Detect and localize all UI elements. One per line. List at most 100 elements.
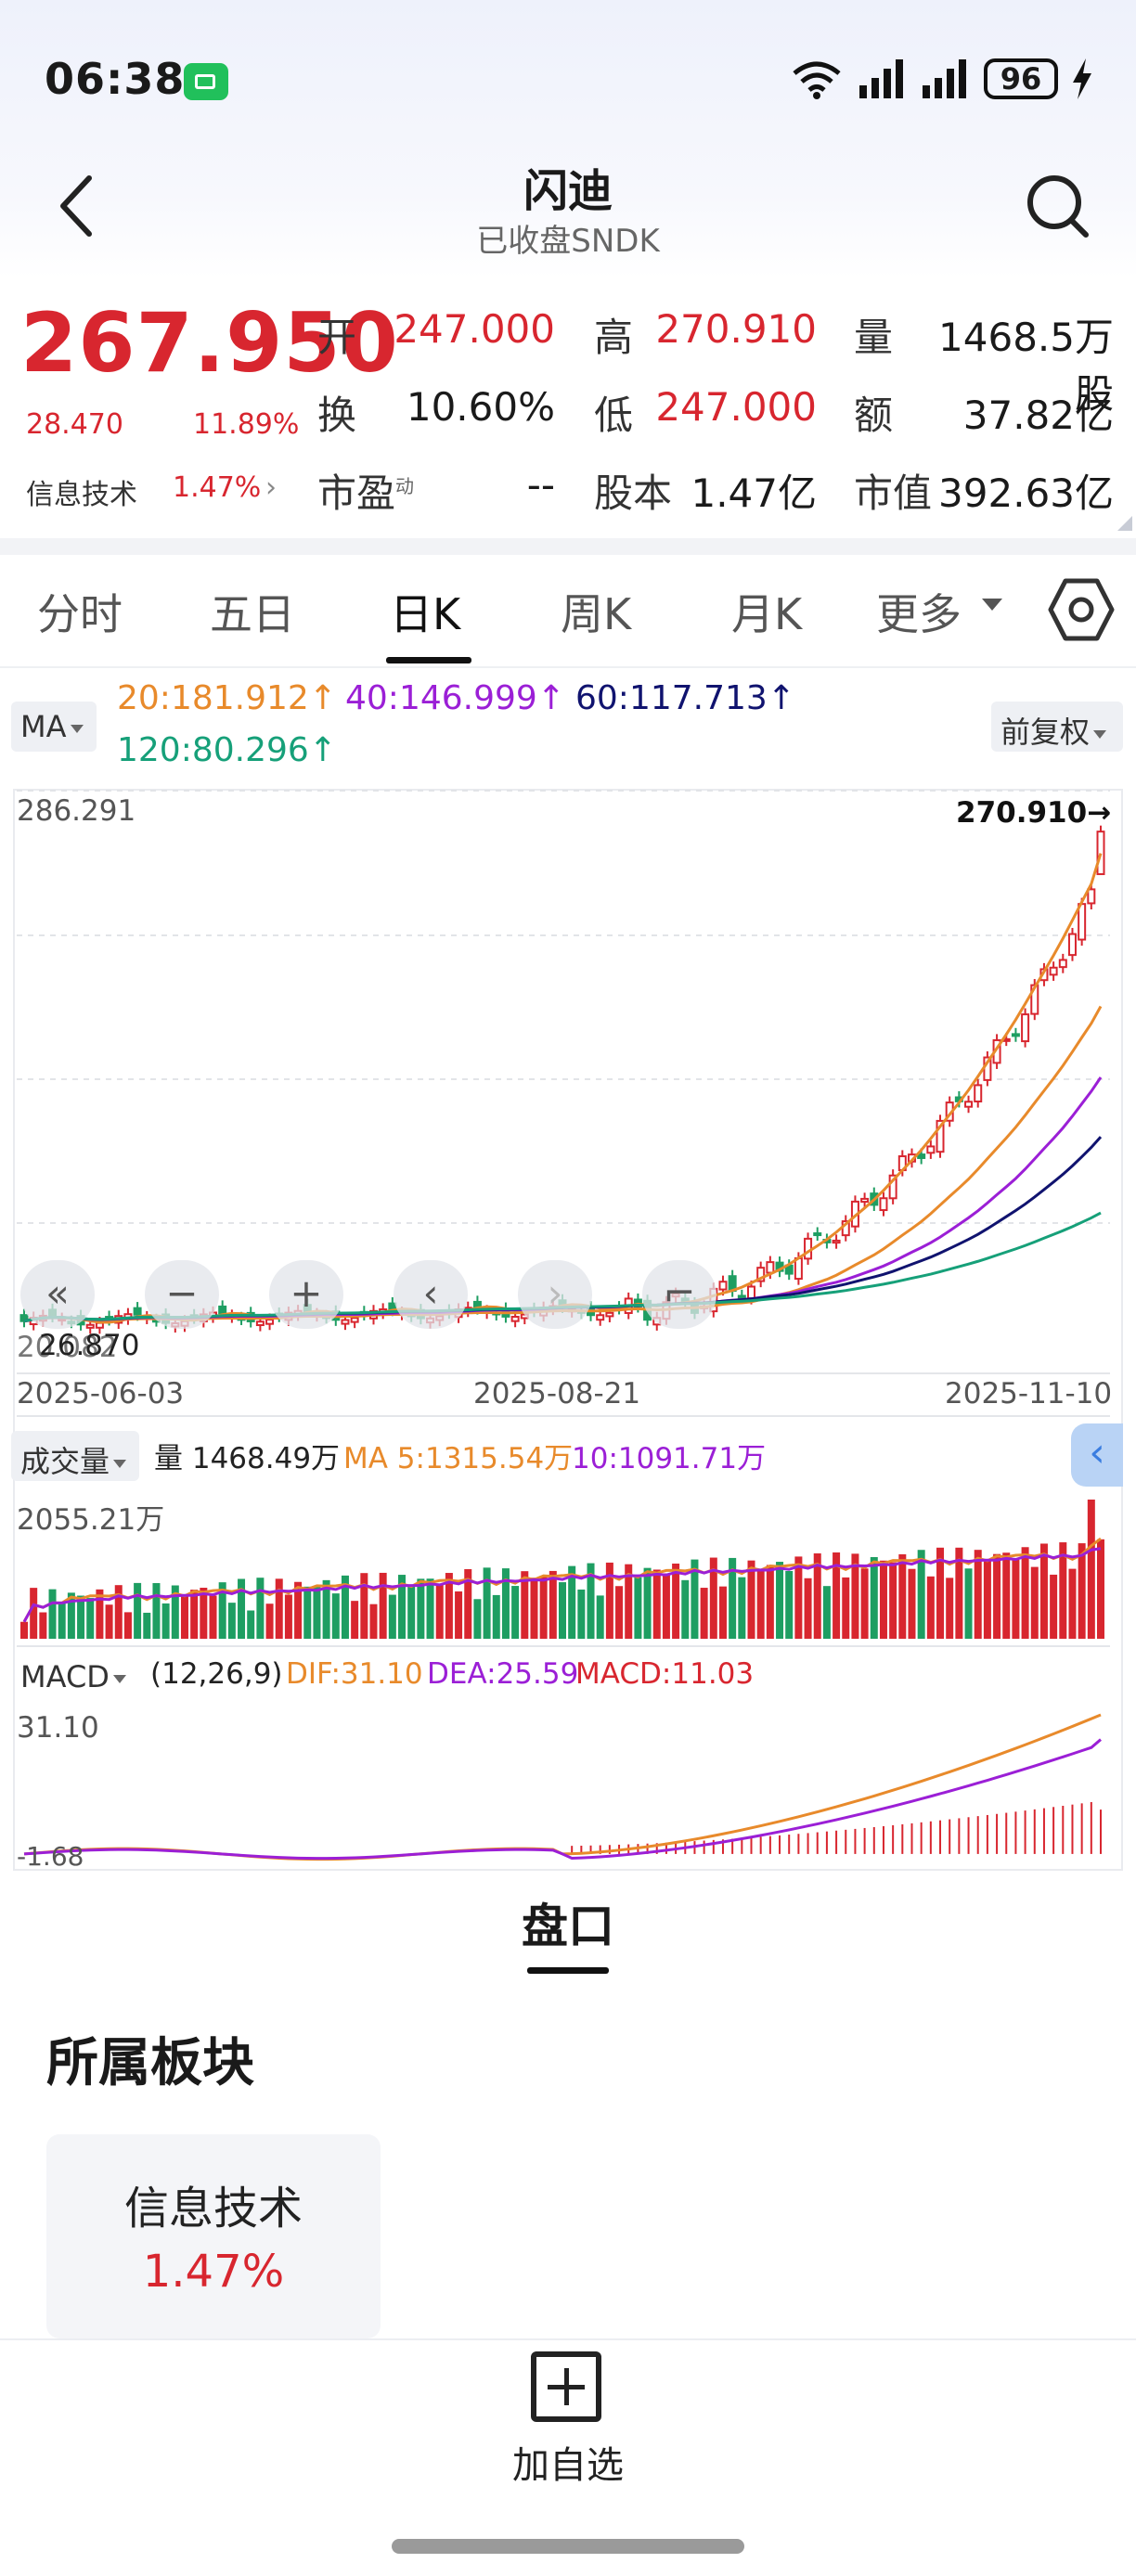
volume-bar <box>539 1576 548 1639</box>
volume-bar <box>58 1603 66 1639</box>
candle-body <box>605 1311 614 1318</box>
candle-body <box>860 1197 870 1204</box>
candle-body <box>879 1197 888 1212</box>
volume-bar <box>662 1573 670 1639</box>
low-label: 低 <box>594 393 634 438</box>
tab-daily-k[interactable]: 日K <box>390 589 461 639</box>
volume-bar <box>1087 1500 1095 1639</box>
sector-card-name: 信息技术 <box>123 2183 303 2235</box>
ma20-value: 20:181.912↑ <box>117 679 337 717</box>
chevron-down-icon[interactable] <box>982 599 1002 611</box>
tab-weekly-k[interactable]: 周K <box>561 589 632 639</box>
volume-bar <box>313 1587 321 1639</box>
candle-body <box>1087 888 1096 905</box>
last-price: 267.950 <box>20 295 399 391</box>
price-change-pct: 11.89% <box>193 408 300 441</box>
hexagon-settings-icon[interactable] <box>1047 575 1116 644</box>
volume-bar <box>77 1595 85 1639</box>
sector-card[interactable]: 信息技术 1.47% <box>46 2134 381 2338</box>
volume-bar <box>445 1573 453 1639</box>
sector-link-pct[interactable]: 1.47% <box>173 471 262 504</box>
volume-bar <box>955 1547 963 1639</box>
fullscreen-button[interactable]: ⌐ <box>642 1260 716 1329</box>
open-value: 247.000 <box>394 306 555 352</box>
volume-bar <box>917 1550 925 1639</box>
home-indicator[interactable] <box>392 2539 744 2554</box>
candle-body <box>1067 933 1077 957</box>
volume-bar <box>303 1586 312 1639</box>
back-arrow-icon[interactable] <box>50 169 106 243</box>
zoom-out-button[interactable]: − <box>145 1260 219 1329</box>
tab-more[interactable]: 更多 <box>876 589 962 639</box>
volume-bar <box>1050 1574 1058 1639</box>
candle-body <box>1011 1033 1020 1037</box>
date-mid: 2025-08-21 <box>473 1377 641 1410</box>
volume-bar <box>549 1570 557 1639</box>
scroll-left-button[interactable]: ‹ <box>394 1260 468 1329</box>
macd-value: MACD:11.03 <box>575 1657 755 1691</box>
volume-bar <box>473 1599 482 1639</box>
tab-order-book[interactable]: 盘口 <box>522 1900 614 1953</box>
add-watchlist-label[interactable]: 加自选 <box>512 2444 624 2487</box>
adjustment-label: 前复权 <box>1000 715 1091 750</box>
mktcap-label: 市值 <box>854 470 933 516</box>
volume-bar <box>785 1571 794 1639</box>
macd-caret-icon <box>112 1674 126 1683</box>
ma-caret-icon <box>70 724 84 733</box>
adjustment-select[interactable]: 前复权 <box>991 702 1123 752</box>
ma60-value: 60:117.713↑ <box>575 679 795 717</box>
volume-bar <box>747 1560 755 1639</box>
volume-bar <box>134 1582 142 1639</box>
scroll-start-button[interactable]: « <box>20 1260 95 1329</box>
side-panel-toggle[interactable]: ‹ <box>1071 1423 1123 1487</box>
volume-bar <box>1097 1539 1104 1639</box>
tab-intraday[interactable]: 分时 <box>37 589 123 639</box>
chevron-right-icon[interactable]: › <box>265 471 277 504</box>
volume-bar <box>776 1562 784 1639</box>
high-label: 高 <box>594 315 634 360</box>
candle-body <box>350 1317 359 1323</box>
volume-bar <box>171 1585 179 1639</box>
candle-body <box>917 1153 926 1159</box>
volume-bar <box>993 1553 1001 1639</box>
stock-title: 闪迪 <box>523 165 613 217</box>
volume-bar <box>161 1603 170 1639</box>
volume-indicator-select[interactable]: 成交量 <box>11 1431 139 1481</box>
add-watchlist-icon[interactable] <box>531 2351 601 2422</box>
macd-y-bottom: -1.68 <box>17 1841 84 1872</box>
candle-body <box>510 1316 520 1322</box>
volume-bar <box>114 1585 123 1639</box>
ma-indicator-select[interactable]: MA <box>11 702 97 752</box>
volume-bar <box>822 1586 831 1639</box>
scroll-right-button[interactable]: › <box>518 1260 592 1329</box>
zoom-in-button[interactable]: + <box>269 1260 343 1329</box>
volume-bar <box>521 1571 529 1639</box>
tab-five-day[interactable]: 五日 <box>210 589 295 639</box>
volume-value: 1468.5万股 <box>938 315 1114 417</box>
expand-corner-icon[interactable] <box>1117 516 1132 531</box>
search-icon[interactable] <box>1021 169 1095 243</box>
volume-bar <box>218 1582 226 1639</box>
volume-bar <box>718 1586 727 1639</box>
volume-ma10: 10:1091.71万 <box>572 1442 767 1475</box>
volume-bar <box>67 1592 75 1639</box>
ma40-value: 40:146.999↑ <box>345 679 565 717</box>
shares-value: 1.47亿 <box>691 470 817 516</box>
volume-bar <box>388 1594 396 1639</box>
macd-indicator-select[interactable]: MACD <box>11 1652 130 1702</box>
volume-bar <box>483 1567 491 1639</box>
volume-bar <box>284 1594 292 1639</box>
ma-select-label: MA <box>20 709 67 744</box>
sector-link-name[interactable]: 信息技术 <box>26 479 137 511</box>
amount-label: 额 <box>854 393 894 438</box>
volume-bar <box>511 1586 520 1639</box>
volume-bar <box>1021 1547 1029 1639</box>
volume-bar <box>559 1582 566 1639</box>
tab-monthly-k[interactable]: 月K <box>731 589 803 639</box>
pe-label: 市盈动 <box>317 462 414 519</box>
kline-chart[interactable] <box>0 0 1136 1893</box>
volume-bar <box>672 1563 680 1639</box>
macd-dea-line <box>23 1738 1102 1861</box>
sector-section-title: 所属板块 <box>46 2033 254 2093</box>
